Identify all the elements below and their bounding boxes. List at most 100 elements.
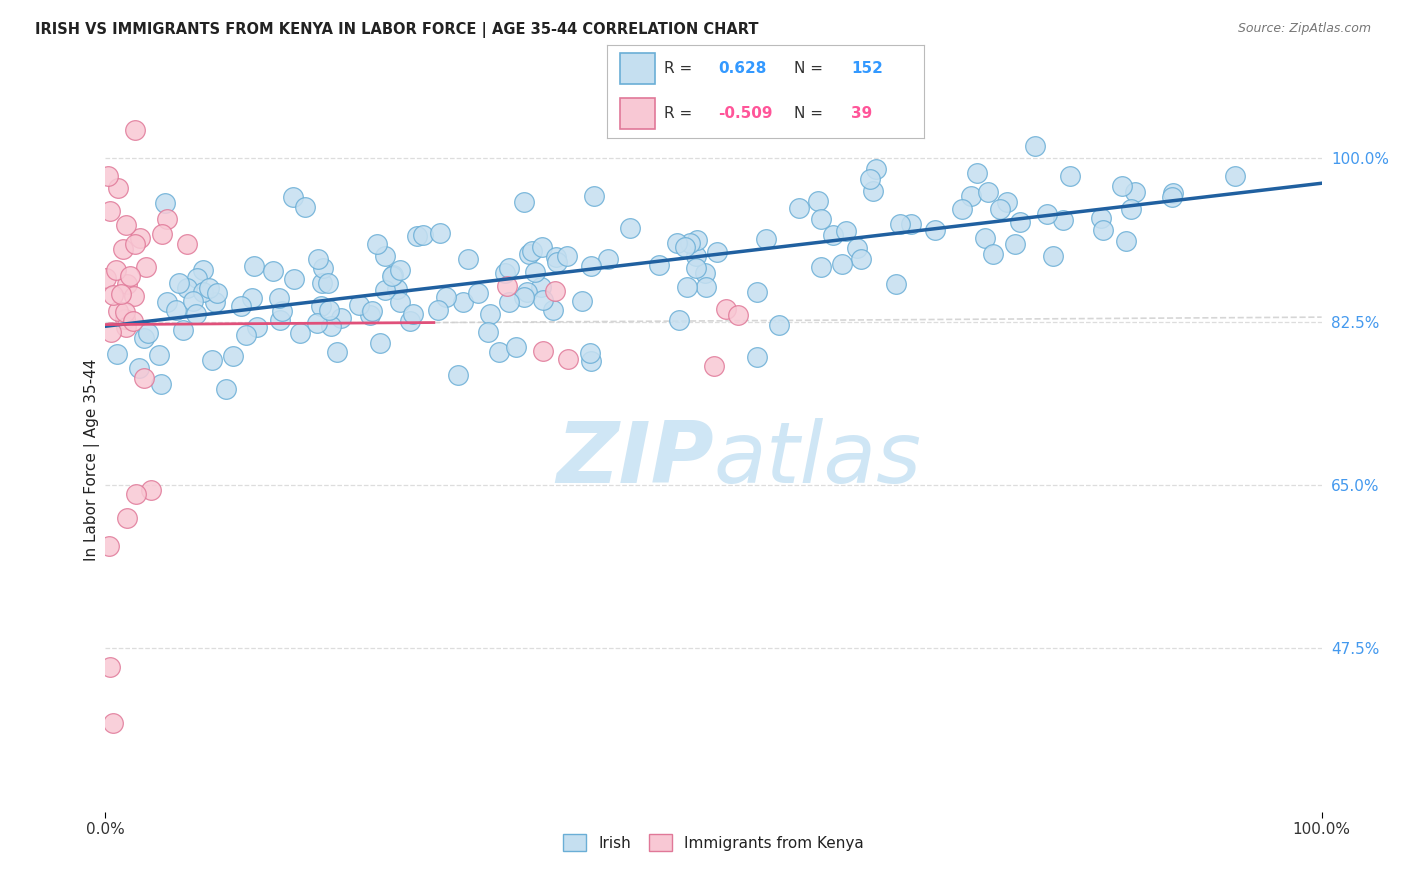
Point (673, 240, 696, 254)
Point (1123, 185, 1146, 199)
Point (889, 218, 911, 232)
Point (176, 237, 198, 252)
Point (262, 264, 284, 278)
Point (467, 285, 489, 300)
Point (498, 294, 520, 309)
Point (368, 336, 391, 351)
Point (360, 303, 382, 318)
Point (283, 190, 305, 204)
Point (546, 255, 568, 269)
Point (319, 319, 342, 334)
Point (676, 280, 699, 294)
Point (411, 228, 433, 243)
Point (125, 487, 148, 501)
Point (359, 308, 381, 322)
Point (120, 268, 142, 283)
Point (229, 299, 252, 313)
Legend: Irish, Immigrants from Kenya: Irish, Immigrants from Kenya (557, 828, 870, 857)
Point (900, 218, 922, 232)
Text: 152: 152 (851, 61, 883, 76)
Point (865, 161, 887, 176)
Point (685, 249, 707, 263)
Point (1036, 207, 1059, 221)
Point (831, 258, 853, 272)
Text: atlas: atlas (713, 417, 921, 501)
Point (184, 307, 207, 321)
Text: N =: N = (794, 106, 828, 121)
Point (835, 225, 858, 239)
Point (498, 260, 520, 275)
Point (326, 344, 349, 359)
Point (517, 247, 540, 261)
Point (1042, 249, 1064, 263)
Point (169, 276, 191, 290)
Text: Source: ZipAtlas.com: Source: ZipAtlas.com (1237, 22, 1371, 36)
Point (270, 303, 292, 318)
Text: 0.628: 0.628 (718, 61, 766, 76)
Point (747, 350, 769, 364)
Point (135, 260, 157, 275)
Point (122, 288, 145, 302)
Point (114, 305, 136, 319)
Point (1059, 169, 1081, 184)
Point (457, 252, 479, 266)
Point (156, 211, 179, 226)
Point (288, 326, 311, 341)
Point (201, 353, 224, 368)
Point (235, 327, 257, 342)
Point (665, 236, 688, 251)
Point (149, 376, 172, 391)
Point (950, 202, 973, 217)
Point (115, 277, 138, 291)
Point (128, 231, 150, 245)
Point (110, 287, 132, 301)
Point (381, 268, 404, 282)
Point (305, 316, 328, 330)
Point (1161, 189, 1184, 203)
Point (98, 203, 121, 218)
Point (269, 313, 291, 327)
Point (859, 172, 882, 186)
Point (714, 301, 737, 316)
Point (1161, 186, 1184, 200)
Point (983, 247, 1005, 261)
Point (579, 354, 602, 368)
Point (402, 307, 425, 321)
Point (115, 319, 138, 334)
Point (101, 288, 124, 302)
Point (243, 259, 266, 273)
Point (156, 295, 179, 310)
Point (541, 302, 564, 317)
Point (966, 166, 988, 180)
Point (98, 660, 121, 674)
Point (114, 312, 136, 326)
Bar (620, 98, 655, 129)
Point (479, 307, 502, 321)
Point (546, 250, 568, 264)
Point (679, 235, 702, 250)
Point (1115, 234, 1137, 248)
Point (807, 194, 830, 208)
Point (330, 311, 353, 326)
Point (307, 252, 329, 266)
Point (494, 266, 516, 280)
Point (787, 201, 810, 215)
Point (648, 258, 671, 272)
Text: N =: N = (794, 61, 828, 76)
Point (398, 314, 420, 328)
Point (747, 285, 769, 300)
Point (388, 262, 411, 277)
Point (505, 341, 527, 355)
Point (477, 325, 499, 339)
Point (105, 347, 128, 361)
Point (426, 303, 449, 318)
Point (686, 233, 709, 247)
Point (513, 195, 536, 210)
Point (755, 232, 778, 246)
Point (1004, 236, 1026, 251)
Point (451, 295, 474, 310)
Point (128, 361, 150, 376)
Point (531, 240, 554, 254)
Point (191, 262, 214, 277)
Point (124, 237, 146, 252)
